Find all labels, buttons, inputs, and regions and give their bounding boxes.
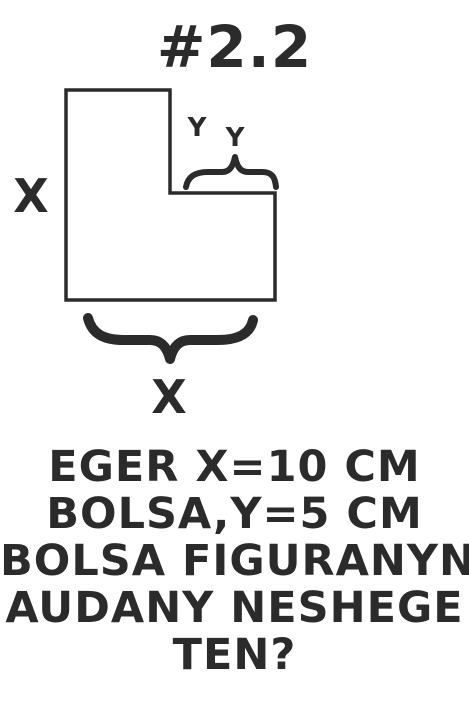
label-y-step: Y (187, 113, 208, 143)
question-line: EGER X=10 CM (48, 442, 421, 492)
question-line: BOLSA FIGURANYN (0, 536, 469, 586)
label-y-brace: Y (225, 123, 246, 153)
question-line: BOLSA,Y=5 CM (46, 489, 423, 539)
page-title: #2.2 (156, 13, 313, 81)
question-line: AUDANY NESHEGE (5, 583, 464, 633)
question-line: TEN? (172, 630, 297, 680)
l-shape-diagram: X Y Y X (13, 88, 279, 424)
bottom-curly-brace (83, 313, 258, 364)
top-curly-brace (183, 154, 279, 190)
l-shape-outline (64, 88, 277, 302)
label-x-bottom: X (151, 370, 186, 424)
label-x-left: X (13, 169, 48, 223)
question-text: EGER X=10 CM BOLSA,Y=5 CM BOLSA FIGURANY… (0, 444, 469, 679)
